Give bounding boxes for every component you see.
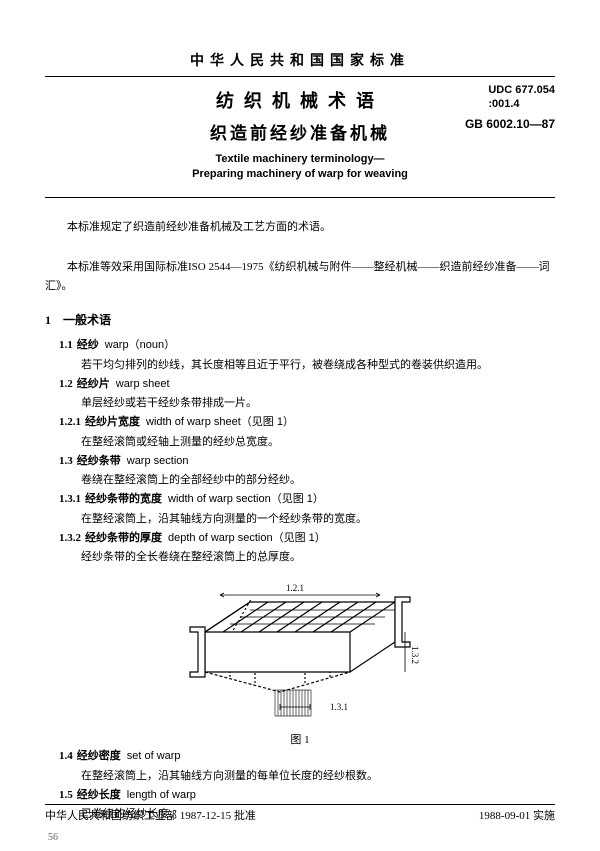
title-block: UDC 677.054 :001.4 GB 6002.10—87 纺织机械术语 … (45, 87, 555, 183)
term-cn: 经纱片宽度 (85, 416, 140, 428)
header-rule (45, 76, 555, 77)
term-en: depth of warp section（见图 1） (168, 532, 326, 544)
term-en: set of warp (127, 750, 181, 762)
term-1-3-1-desc: 在整经滚筒上，沿其轴线方向测量的一个经纱条带的宽度。 (59, 510, 555, 529)
figure-1: 1.2.1 1.3.2 1.3.1 (45, 577, 555, 727)
term-1-1: 1.1 经纱 warp（noun） (59, 336, 555, 356)
term-cn: 经纱长度 (77, 789, 121, 801)
term-1-2-desc: 单层经纱或若干经纱条带排成一片。 (59, 394, 555, 413)
term-num: 1.2 (59, 378, 73, 390)
title-en-line2: Preparing machinery of warp for weaving (192, 168, 408, 180)
term-cn: 经纱密度 (77, 750, 121, 762)
term-cn: 经纱条带 (77, 455, 121, 467)
term-1-3-2-desc: 经纱条带的全长卷绕在整经滚筒上的总厚度。 (59, 548, 555, 567)
term-1-4: 1.4 经纱密度 set of warp (59, 747, 555, 767)
term-1-2-1-desc: 在整经滚筒或经轴上测量的经纱总宽度。 (59, 433, 555, 452)
term-cn: 经纱 (77, 339, 99, 351)
title-en-line1: Textile machinery terminology— (215, 153, 384, 165)
term-num: 1.2.1 (59, 416, 81, 428)
term-cn: 经纱片 (77, 378, 110, 390)
page-root: 中华人民共和国国家标准 UDC 677.054 :001.4 GB 6002.1… (0, 0, 600, 851)
term-num: 1.3.2 (59, 532, 81, 544)
gb-code: GB 6002.10—87 (465, 117, 555, 131)
term-num: 1.4 (59, 750, 73, 762)
dim-label-132: 1.3.2 (410, 646, 420, 664)
page-number: 56 (48, 832, 58, 843)
dim-label-131: 1.3.1 (330, 702, 348, 712)
title-rule (45, 197, 555, 198)
term-en: width of warp section（见图 1） (168, 493, 324, 505)
intro-para-2: 本标准等效采用国际标准ISO 2544—1975《纺织机械与附件——整经机械——… (45, 258, 555, 298)
footer-rule (45, 804, 555, 805)
udc-line2: :001.4 (488, 98, 519, 110)
term-1-3-desc: 卷绕在整经滚筒上的全部经纱中的部分经纱。 (59, 471, 555, 490)
dim-label-121: 1.2.1 (286, 583, 304, 593)
term-cn: 经纱条带的宽度 (85, 493, 162, 505)
term-1-5: 1.5 经纱长度 length of warp (59, 786, 555, 806)
term-1-1-desc: 若干均匀排列的纱线，其长度相等且近于平行，被卷绕成各种型式的卷装供织造用。 (59, 356, 555, 375)
term-en: length of warp (127, 789, 196, 801)
intro-para-1: 本标准规定了织造前经纱准备机械及工艺方面的术语。 (45, 218, 555, 238)
title-english: Textile machinery terminology— Preparing… (45, 152, 555, 183)
udc-code: UDC 677.054 :001.4 (488, 83, 555, 112)
term-num: 1.3 (59, 455, 73, 467)
term-en: warp sheet (116, 378, 170, 390)
footer-effective: 1988-09-01 实施 (479, 807, 555, 823)
figure-1-svg: 1.2.1 1.3.2 1.3.1 (150, 577, 450, 727)
title-chinese-1: 纺织机械术语 (45, 87, 555, 113)
footer-approval: 中华人民共和国纺织工业部 1987-12-15 批准 (45, 807, 256, 823)
figure-1-caption: 图 1 (45, 731, 555, 747)
term-cn: 经纱条带的厚度 (85, 532, 162, 544)
footer-row: 中华人民共和国纺织工业部 1987-12-15 批准 1988-09-01 实施 (45, 807, 555, 823)
udc-line1: UDC 677.054 (488, 84, 555, 96)
term-num: 1.1 (59, 339, 73, 351)
term-en: warp section (127, 455, 189, 467)
term-en: width of warp sheet（见图 1） (146, 416, 294, 428)
term-num: 1.3.1 (59, 493, 81, 505)
term-1-4-desc: 在整经滚筒上，沿其轴线方向测量的每单位长度的经纱根数。 (59, 767, 555, 786)
term-1-3-1: 1.3.1 经纱条带的宽度 width of warp section（见图 1） (59, 490, 555, 510)
term-1-2-1: 1.2.1 经纱片宽度 width of warp sheet（见图 1） (59, 413, 555, 433)
nation-standard-header: 中华人民共和国国家标准 (45, 50, 555, 70)
section-1-heading: 1 一般术语 (45, 311, 555, 328)
term-en: warp（noun） (105, 339, 175, 351)
term-1-3: 1.3 经纱条带 warp section (59, 452, 555, 472)
term-num: 1.5 (59, 789, 73, 801)
term-1-2: 1.2 经纱片 warp sheet (59, 375, 555, 395)
term-1-3-2: 1.3.2 经纱条带的厚度 depth of warp section（见图 1） (59, 529, 555, 549)
